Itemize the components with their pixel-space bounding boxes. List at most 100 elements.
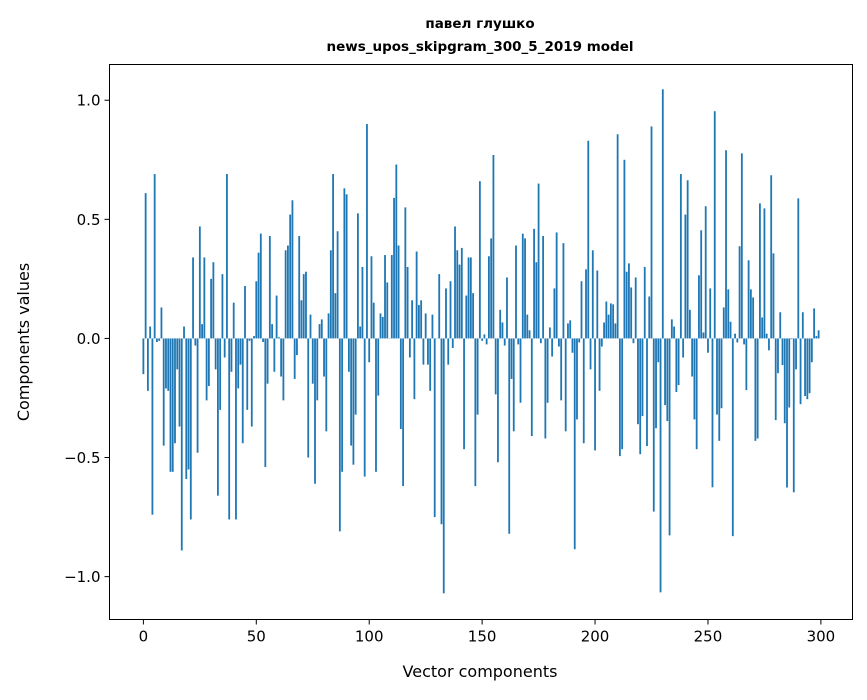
bar-component-3 bbox=[149, 327, 151, 339]
bar-component-279 bbox=[773, 253, 775, 338]
bar-component-120 bbox=[413, 338, 415, 399]
x-tick-label: 0 bbox=[139, 628, 149, 646]
bar-component-129 bbox=[434, 338, 436, 517]
bar-component-168 bbox=[522, 234, 524, 339]
bar-component-116 bbox=[404, 207, 406, 338]
bar-component-90 bbox=[346, 194, 348, 338]
bar-component-108 bbox=[386, 282, 388, 338]
bar-component-106 bbox=[382, 317, 384, 338]
bar-component-262 bbox=[734, 334, 736, 339]
bar-component-283 bbox=[782, 338, 784, 365]
bar-component-225 bbox=[651, 126, 653, 338]
bar-component-72 bbox=[305, 272, 307, 339]
bar-component-254 bbox=[716, 338, 718, 414]
bar-component-208 bbox=[612, 304, 614, 338]
bar-component-75 bbox=[312, 338, 314, 383]
chart-title-line-1: павел глушко bbox=[425, 16, 534, 32]
bar-component-117 bbox=[407, 267, 409, 338]
bar-component-5 bbox=[154, 174, 156, 338]
bar-component-68 bbox=[296, 338, 298, 355]
bar-component-57 bbox=[271, 324, 273, 338]
bar-component-253 bbox=[714, 111, 716, 338]
bar-component-272 bbox=[757, 338, 759, 438]
y-tick-label: 0.5 bbox=[77, 211, 101, 229]
bar-component-41 bbox=[235, 338, 237, 519]
bar-component-135 bbox=[447, 338, 449, 364]
bar-component-25 bbox=[199, 226, 201, 338]
bar-component-28 bbox=[206, 338, 208, 400]
bar-component-203 bbox=[601, 338, 603, 346]
bar-component-24 bbox=[197, 338, 199, 452]
bar-component-251 bbox=[709, 288, 711, 338]
bar-component-289 bbox=[795, 338, 797, 369]
bar-component-271 bbox=[754, 338, 756, 440]
bar-component-205 bbox=[605, 302, 607, 339]
bar-component-45 bbox=[244, 286, 246, 338]
bar-component-96 bbox=[359, 327, 361, 339]
bar-component-245 bbox=[696, 338, 698, 449]
bar-component-215 bbox=[628, 263, 630, 338]
bar-component-49 bbox=[253, 336, 255, 338]
bar-component-184 bbox=[558, 338, 560, 346]
bar-component-122 bbox=[418, 305, 420, 338]
bar-component-150 bbox=[481, 338, 483, 340]
bar-component-22 bbox=[192, 257, 194, 338]
bar-component-199 bbox=[592, 250, 594, 338]
bar-component-299 bbox=[818, 330, 820, 338]
bar-component-126 bbox=[427, 338, 429, 364]
bar-component-47 bbox=[249, 338, 251, 340]
x-axis-label: Vector components bbox=[403, 662, 558, 681]
bar-component-264 bbox=[739, 246, 741, 338]
bar-component-181 bbox=[551, 338, 553, 356]
bar-component-113 bbox=[398, 246, 400, 339]
bar-component-78 bbox=[319, 324, 321, 338]
bar-component-144 bbox=[468, 257, 470, 338]
bar-component-256 bbox=[721, 338, 723, 408]
bar-component-58 bbox=[273, 338, 275, 371]
bar-component-64 bbox=[287, 246, 289, 339]
bar-component-206 bbox=[608, 315, 610, 339]
bar-component-297 bbox=[813, 308, 815, 338]
bar-component-138 bbox=[454, 226, 456, 338]
bar-component-265 bbox=[741, 153, 743, 338]
bar-component-147 bbox=[474, 338, 476, 486]
bar-component-105 bbox=[380, 313, 382, 338]
bar-component-63 bbox=[285, 250, 287, 338]
bar-component-222 bbox=[644, 267, 646, 338]
x-tick-label: 100 bbox=[355, 628, 384, 646]
bar-component-132 bbox=[441, 338, 443, 524]
y-tick-label: 0.0 bbox=[77, 330, 101, 348]
bar-component-92 bbox=[350, 338, 352, 445]
bar-component-178 bbox=[544, 338, 546, 438]
y-tick-label: −0.5 bbox=[64, 449, 100, 467]
bar-component-216 bbox=[630, 287, 632, 338]
bar-component-286 bbox=[788, 338, 790, 407]
bar-component-211 bbox=[619, 338, 621, 456]
bar-component-89 bbox=[343, 188, 345, 338]
bar-component-107 bbox=[384, 255, 386, 338]
bar-component-97 bbox=[362, 267, 364, 338]
bar-component-221 bbox=[642, 338, 644, 416]
bar-component-238 bbox=[680, 174, 682, 338]
bar-component-46 bbox=[246, 338, 248, 409]
bar-component-159 bbox=[502, 322, 504, 338]
bar-component-276 bbox=[766, 334, 768, 339]
bar-component-229 bbox=[660, 338, 662, 592]
bar-component-191 bbox=[574, 338, 576, 549]
bar-component-100 bbox=[368, 338, 370, 362]
bar-component-220 bbox=[639, 338, 641, 454]
bar-component-88 bbox=[341, 338, 343, 471]
bar-component-34 bbox=[219, 338, 221, 409]
bar-component-224 bbox=[648, 297, 650, 339]
bar-component-66 bbox=[292, 200, 294, 338]
bar-component-293 bbox=[804, 338, 806, 396]
x-tick-label: 50 bbox=[247, 628, 266, 646]
bar-component-104 bbox=[377, 338, 379, 395]
bar-component-237 bbox=[678, 338, 680, 385]
bar-component-202 bbox=[599, 338, 601, 390]
bar-component-294 bbox=[806, 338, 808, 399]
bar-component-133 bbox=[443, 338, 445, 593]
bar-component-8 bbox=[161, 307, 163, 338]
bar-component-180 bbox=[549, 327, 551, 338]
bar-component-172 bbox=[531, 338, 533, 436]
